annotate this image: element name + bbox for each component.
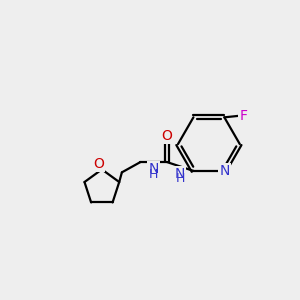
Text: O: O [94, 157, 104, 171]
Text: H: H [149, 168, 158, 181]
Text: N: N [148, 162, 159, 176]
Text: N: N [219, 164, 230, 178]
Text: F: F [239, 109, 247, 123]
Text: H: H [176, 172, 185, 185]
Text: O: O [161, 129, 172, 142]
Text: N: N [175, 167, 185, 181]
